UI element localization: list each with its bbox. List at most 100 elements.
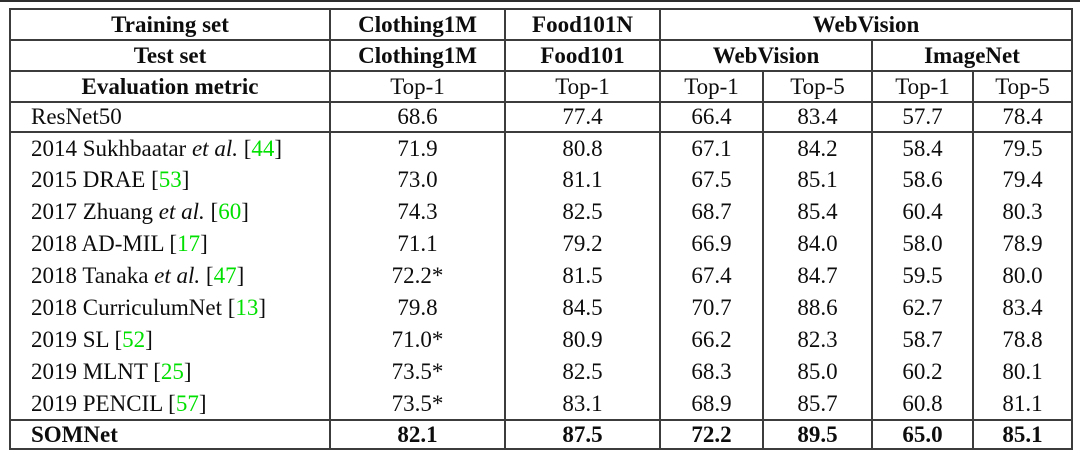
method-row: 2019 MLNT [25] 73.5* 82.5 68.3 85.0 60.2 80.1	[9, 356, 1074, 388]
metric-value: 71.9	[329, 132, 506, 164]
metric-value: 74.3	[329, 196, 506, 228]
metric-value: 79.5	[971, 132, 1074, 164]
citation-link[interactable]: 13	[235, 295, 259, 320]
method-row: 2017 Zhuang et al. [60] 74.3 82.5 68.7 85.4 6…	[9, 196, 1074, 228]
metric-value: 60.8	[871, 388, 974, 420]
testset-clothing1m: Clothing1M	[329, 39, 506, 72]
test-set-row: Test set Clothing1M Food101 WebVision Im…	[9, 39, 1074, 72]
method-name: 2018 CurriculumNet [13]	[9, 292, 331, 324]
metric-value: 78.8	[971, 324, 1074, 356]
metric-value: 85.1	[971, 419, 1074, 450]
metric-value: 80.9	[504, 324, 661, 356]
metric-value: 66.4	[659, 101, 764, 133]
method-name: 2017 Zhuang et al. [60]	[9, 196, 331, 228]
method-name: 2015 DRAE [53]	[9, 164, 331, 196]
metric-value: 85.7	[762, 388, 873, 420]
method-row: 2018 CurriculumNet [13] 79.8 84.5 70.7 88.6 6…	[9, 292, 1074, 324]
testset-imagenet: ImageNet	[870, 39, 1074, 72]
metric-value: 68.7	[659, 196, 764, 228]
et-al-text: et al.	[191, 135, 238, 161]
metric-value: 85.4	[762, 196, 873, 228]
method-row: 2015 DRAE [53] 73.0 81.1 67.5 85.1 58.6 79.4	[9, 164, 1074, 196]
metric-value: 73.0	[329, 164, 506, 196]
metric-value: 60.4	[871, 196, 974, 228]
trainset-food101n: Food101N	[504, 8, 661, 41]
metric-value: 77.4	[504, 101, 661, 133]
metric-value: 67.5	[659, 164, 764, 196]
metric-value: 88.6	[762, 292, 873, 324]
method-name: 2014 Sukhbaatar et al. [44]	[9, 132, 331, 164]
somnet-name: SOMNet	[9, 419, 331, 450]
metric-value: 58.7	[871, 324, 974, 356]
metric-value: 83.4	[762, 101, 873, 133]
citation-link[interactable]: 25	[160, 359, 184, 384]
metric-value: 79.8	[329, 292, 506, 324]
method-row: 2018 AD-MIL [17] 71.1 79.2 66.9 84.0 58.0 78.9	[9, 228, 1074, 260]
metric-col-6: Top-5	[971, 70, 1074, 103]
evaluation-metric-row: Evaluation metric Top-1 Top-1 Top-1 Top-…	[9, 70, 1074, 103]
metric-value: 85.1	[762, 164, 873, 196]
metric-value: 84.2	[762, 132, 873, 164]
citation-link[interactable]: 53	[158, 167, 182, 192]
citation-link[interactable]: 57	[175, 390, 199, 416]
metric-value: 70.7	[659, 292, 764, 324]
citation-link[interactable]: 47	[213, 263, 237, 288]
metric-value: 71.0*	[329, 324, 506, 356]
metric-value: 62.7	[871, 292, 974, 324]
metric-value: 82.3	[762, 324, 873, 356]
metric-value: 72.2	[659, 419, 764, 450]
citation-link[interactable]: 60	[218, 199, 242, 224]
metric-value: 65.0	[871, 419, 974, 450]
metric-value: 72.2*	[329, 260, 506, 292]
method-name: 2019 SL [52]	[9, 324, 331, 356]
metric-value: 79.2	[504, 228, 661, 260]
metric-value: 83.1	[504, 388, 661, 420]
metric-value: 66.9	[659, 228, 764, 260]
method-name: 2018 AD-MIL [17]	[9, 228, 331, 260]
method-name: 2019 PENCIL [57]	[9, 388, 331, 420]
training-set-header: Training set	[9, 8, 331, 41]
citation-link[interactable]: 44	[251, 135, 275, 161]
metric-value: 67.1	[659, 132, 764, 164]
metric-value: 78.4	[971, 101, 1074, 133]
metric-value: 82.5	[504, 356, 661, 388]
metric-value: 83.4	[971, 292, 1074, 324]
metric-value: 68.3	[659, 356, 764, 388]
citation-link[interactable]: 17	[177, 231, 201, 256]
results-table: Training set Clothing1M Food101N WebVisi…	[9, 8, 1074, 450]
somnet-row: SOMNet 82.1 87.5 72.2 89.5 65.0 85.1	[9, 419, 1074, 450]
metric-value: 84.0	[762, 228, 873, 260]
metric-value: 73.5*	[329, 356, 506, 388]
metric-value: 58.6	[871, 164, 974, 196]
metric-value: 89.5	[762, 419, 873, 450]
metric-value: 59.5	[871, 260, 974, 292]
metric-col-1: Top-1	[329, 70, 506, 103]
metric-value: 80.8	[504, 132, 661, 164]
trainset-clothing1m: Clothing1M	[329, 8, 506, 41]
metric-value: 67.4	[659, 260, 764, 292]
testset-webvision: WebVision	[659, 39, 873, 72]
training-set-row: Training set Clothing1M Food101N WebVisi…	[9, 8, 1074, 41]
method-row: 2018 Tanaka et al. [47] 72.2* 81.5 67.4 84.7…	[9, 260, 1074, 292]
metric-value: 81.1	[971, 388, 1074, 420]
method-row: 2019 PENCIL [57] 73.5* 83.1 68.9 85.7 60.8 81.…	[9, 388, 1074, 420]
metric-value: 73.5*	[329, 388, 506, 420]
metric-value: 80.0	[971, 260, 1074, 292]
metric-col-2: Top-1	[504, 70, 661, 103]
metric-value: 82.5	[504, 196, 661, 228]
metric-value: 58.4	[871, 132, 974, 164]
metric-value: 79.4	[971, 164, 1074, 196]
metric-value: 80.3	[971, 196, 1074, 228]
method-row: 2014 Sukhbaatar et al. [44] 71.9 80.8 67.1 8…	[9, 132, 1074, 164]
citation-link[interactable]: 52	[122, 327, 146, 352]
baseline-row: ResNet50 68.6 77.4 66.4 83.4 57.7 78.4	[9, 101, 1074, 133]
metric-value: 84.5	[504, 292, 661, 324]
metric-value: 57.7	[871, 101, 974, 133]
top-rule	[0, 0, 1080, 2]
metric-value: 80.1	[971, 356, 1074, 388]
metric-value: 68.9	[659, 388, 764, 420]
metric-value: 82.1	[329, 419, 506, 450]
metric-value: 87.5	[504, 419, 661, 450]
baseline-name: ResNet50	[9, 101, 331, 133]
